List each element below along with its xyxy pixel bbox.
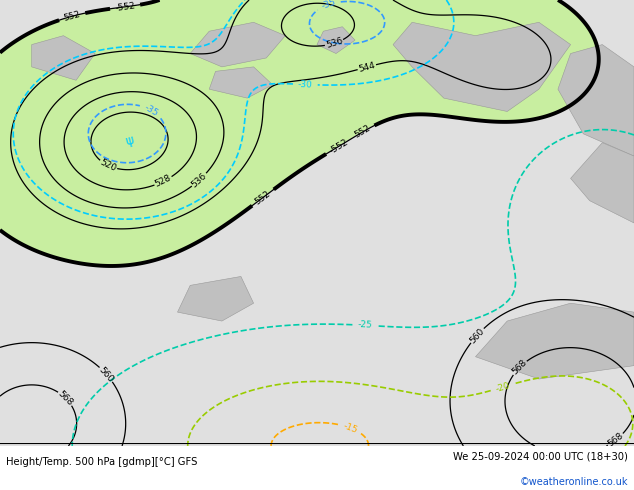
Polygon shape [571, 143, 634, 223]
Text: We 25-09-2024 00:00 UTC (18+30): We 25-09-2024 00:00 UTC (18+30) [453, 451, 628, 462]
Text: 568: 568 [606, 431, 625, 449]
Text: 552: 552 [254, 189, 273, 206]
Text: ψ: ψ [124, 133, 136, 148]
Text: -25: -25 [357, 320, 372, 330]
Text: 552: 552 [63, 10, 82, 23]
Polygon shape [558, 45, 634, 156]
Text: 560: 560 [468, 326, 486, 345]
Polygon shape [476, 303, 634, 379]
Text: -552: -552 [114, 1, 136, 13]
Text: 520: 520 [98, 158, 118, 173]
Text: 560: 560 [97, 365, 115, 384]
Text: -552: -552 [328, 137, 350, 155]
Polygon shape [178, 276, 254, 321]
Polygon shape [209, 67, 273, 98]
Text: -35: -35 [143, 103, 160, 118]
Text: -20: -20 [495, 381, 511, 393]
Text: 528: 528 [153, 173, 173, 189]
Polygon shape [32, 36, 95, 80]
Text: 552: 552 [353, 124, 372, 140]
Text: 568: 568 [510, 358, 529, 377]
Text: -15: -15 [341, 421, 358, 435]
Text: ©weatheronline.co.uk: ©weatheronline.co.uk [519, 477, 628, 487]
Polygon shape [393, 22, 571, 112]
Text: 536: 536 [325, 36, 344, 50]
Polygon shape [190, 22, 285, 67]
Text: 536: 536 [190, 171, 209, 189]
Text: 544: 544 [358, 61, 376, 74]
Text: Height/Temp. 500 hPa [gdmp][°C] GFS: Height/Temp. 500 hPa [gdmp][°C] GFS [6, 457, 198, 467]
Text: -30: -30 [298, 80, 313, 89]
Text: -35: -35 [320, 0, 337, 11]
Text: 568: 568 [56, 389, 75, 408]
Polygon shape [317, 27, 355, 53]
